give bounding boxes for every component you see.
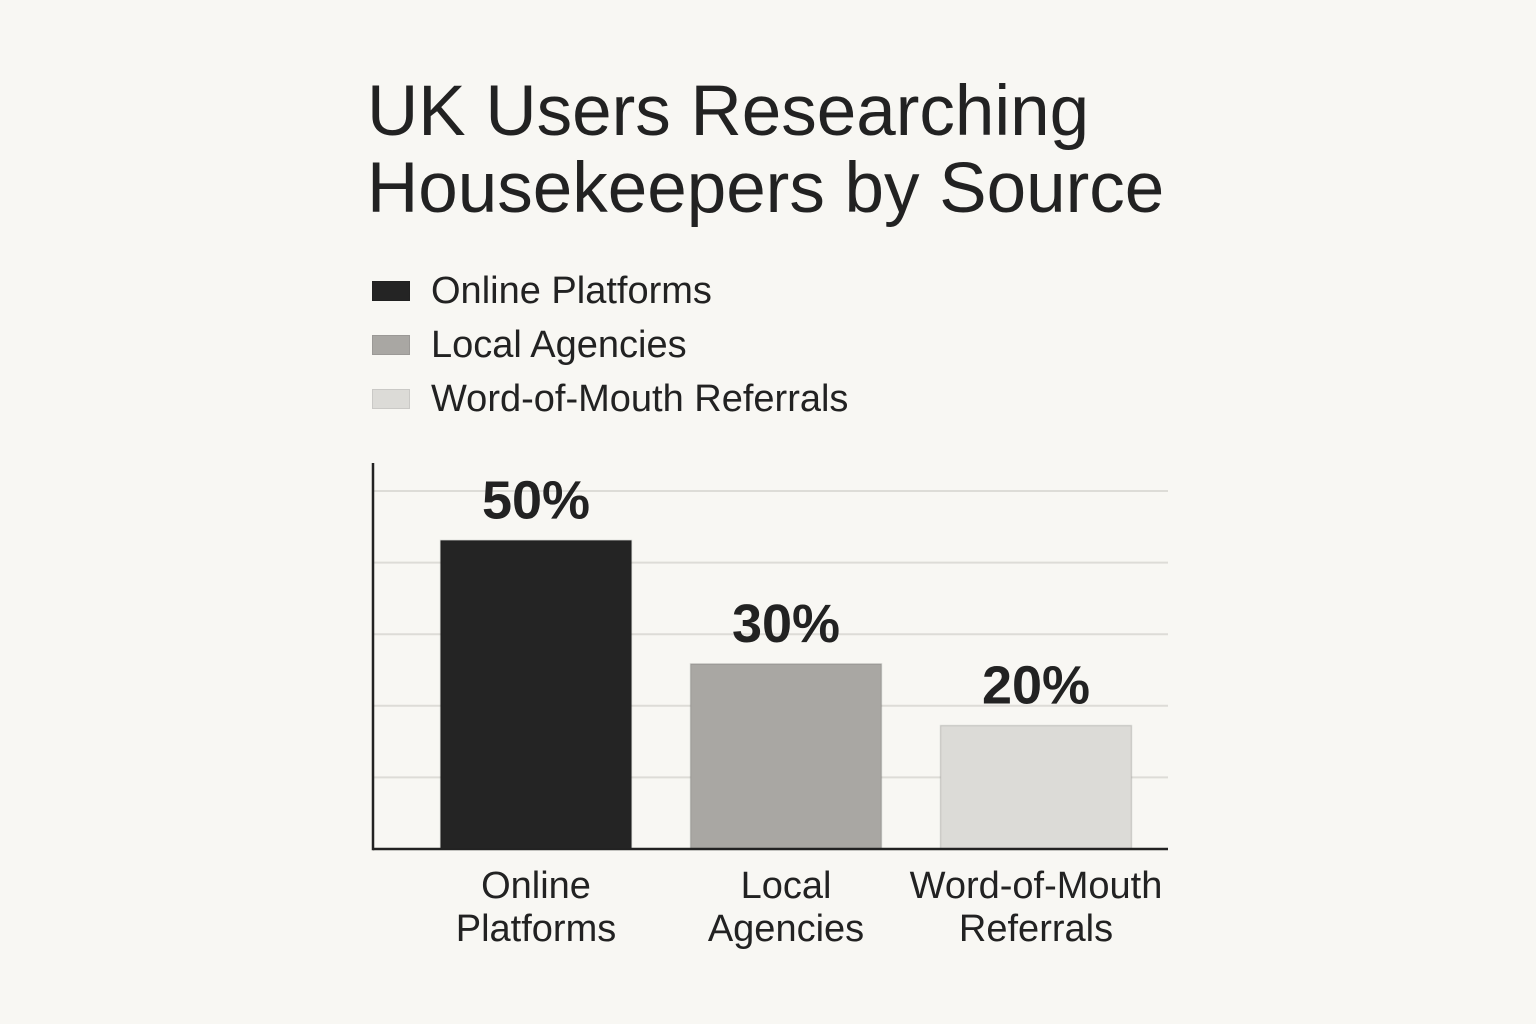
legend-item: Online Platforms (372, 271, 848, 311)
x-tick-label: Online Platforms (455, 865, 617, 950)
legend-label: Word-of-Mouth Referrals (431, 378, 849, 420)
legend-label: Online Platforms (431, 270, 712, 312)
legend: Online Platforms Local Agencies Word-of-Mo… (372, 271, 848, 433)
legend-item: Word-of-Mouth Referrals (372, 379, 848, 419)
legend-swatch (372, 281, 410, 301)
bar (939, 724, 1133, 850)
bar (689, 663, 883, 850)
x-tick-label: Word-of-Mouth Referrals (909, 865, 1163, 950)
legend-swatch (372, 389, 410, 409)
legend-item: Local Agencies (372, 325, 848, 365)
bar-value-label: 50% (482, 470, 590, 530)
legend-swatch (372, 335, 410, 355)
bar-value-label: 20% (982, 656, 1090, 716)
legend-label: Local Agencies (431, 324, 687, 366)
bar (439, 539, 633, 850)
bar-value-label: 30% (732, 594, 840, 654)
x-tick-label: Local Agencies (707, 865, 865, 950)
chart-title: UK Users Researching Housekeepers by Sou… (367, 72, 1165, 228)
